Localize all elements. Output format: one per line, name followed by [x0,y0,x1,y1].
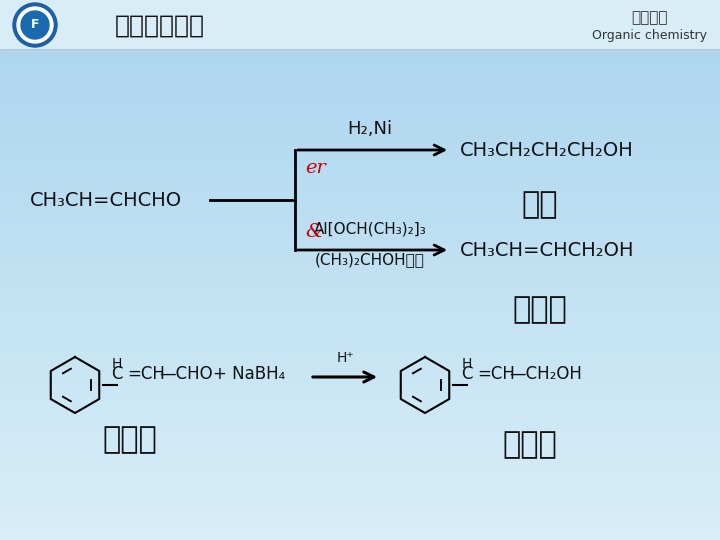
Text: 丁醇: 丁醇 [522,191,558,219]
Text: H₂,Ni: H₂,Ni [348,120,392,138]
Text: CH₃CH=CHCH₂OH: CH₃CH=CHCH₂OH [460,240,634,260]
Text: 巴豆醇: 巴豆醇 [513,295,567,325]
Text: =CH: =CH [127,365,165,383]
Text: er: er [305,159,326,177]
Text: H: H [462,357,472,371]
Text: C: C [462,365,473,383]
Text: CH₃CH₂CH₂CH₂OH: CH₃CH₂CH₂CH₂OH [460,140,634,159]
Text: (CH₃)₂CHOH溶剂: (CH₃)₂CHOH溶剂 [315,252,425,267]
Text: =CH: =CH [477,365,515,383]
Text: Organic chemistry: Organic chemistry [593,29,708,42]
Text: CH₃CH=CHCHO: CH₃CH=CHCHO [30,191,182,210]
Text: C: C [112,365,122,383]
Text: 有机化学: 有机化学 [631,10,668,25]
Circle shape [21,11,49,39]
Text: —CHO: —CHO [159,365,212,383]
Text: 肉桂醉: 肉桂醉 [103,426,158,455]
Text: H: H [112,357,122,371]
Text: —CH₂OH: —CH₂OH [509,365,582,383]
Text: Al[OCH(CH₃)₂]₃: Al[OCH(CH₃)₂]₃ [314,221,426,236]
Text: 河南工程学院: 河南工程学院 [115,15,205,37]
Text: + NaBH₄: + NaBH₄ [213,365,285,383]
Text: 肉桂醇: 肉桂醇 [503,430,557,460]
Circle shape [17,7,53,43]
Text: &: & [305,223,323,241]
Text: F: F [31,18,40,31]
Text: H⁺: H⁺ [336,351,354,365]
Bar [0,0,720,50]
Circle shape [13,3,57,47]
